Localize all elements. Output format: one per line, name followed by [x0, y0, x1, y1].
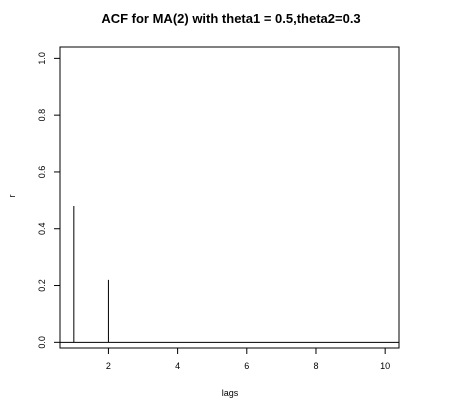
- plot-area: 2 4 6 8 10 0.0 0.2 0.4 0.6 0.8 1.0: [37, 46, 400, 371]
- y-tick-label: 1.0: [37, 52, 47, 65]
- y-tick-label: 0.2: [37, 279, 47, 292]
- x-axis-label: lags: [222, 388, 239, 398]
- x-tick-label: 2: [106, 361, 111, 371]
- y-tick-label: 0.4: [37, 222, 47, 235]
- plot-frame: [59, 46, 400, 349]
- y-tick-label: 0.8: [37, 109, 47, 122]
- x-tick-label: 6: [244, 361, 249, 371]
- x-tick-label: 4: [175, 361, 180, 371]
- y-tick-label: 0.0: [37, 336, 47, 349]
- x-tick-label: 10: [380, 361, 390, 371]
- chart-title: ACF for MA(2) with theta1 = 0.5,theta2=0…: [101, 11, 360, 26]
- y-tick-label: 0.6: [37, 166, 47, 179]
- y-axis-label: r: [7, 195, 17, 198]
- x-tick-label: 8: [313, 361, 318, 371]
